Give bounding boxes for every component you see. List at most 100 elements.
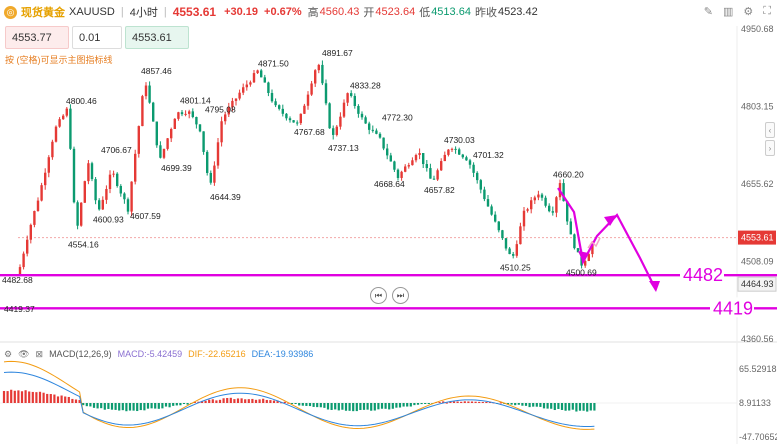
price-annotation: 4767.68 <box>294 127 325 137</box>
macd-bar <box>42 392 45 403</box>
candle-body <box>69 108 72 149</box>
macd-bar <box>35 392 38 403</box>
candle-body <box>353 95 356 106</box>
candle-body <box>184 113 187 115</box>
candle-body <box>468 160 472 165</box>
macd-bar <box>56 396 60 403</box>
candle-body <box>90 163 94 180</box>
price-tick-label: 4655.62 <box>741 179 774 189</box>
fullscreen-icon[interactable]: ⛶ <box>763 5 771 17</box>
expand-right-arrow-icon[interactable]: › <box>765 140 775 156</box>
forecast-arrowhead <box>604 215 617 226</box>
macd-bar <box>46 393 49 403</box>
settings-icon[interactable]: ⚙ <box>743 6 754 18</box>
candle-body <box>346 93 349 103</box>
macd-bar <box>420 403 423 405</box>
macd-tick-label: 65.52918 <box>739 364 777 374</box>
support-levels: 4482 4419 <box>0 264 777 318</box>
interval-selector[interactable]: 4小时 <box>129 7 158 19</box>
candle-body <box>364 117 367 124</box>
macd-bar <box>121 403 124 411</box>
candle-body <box>18 267 22 276</box>
macd-bar <box>380 403 384 409</box>
dif-line <box>3 360 595 430</box>
prev-close-value: 4523.42 <box>497 6 538 18</box>
candle-body <box>526 209 529 211</box>
candle-body <box>141 96 144 127</box>
scroll-forward-icon[interactable]: ⏭ <box>392 287 409 304</box>
candle-body <box>414 155 418 161</box>
macd-bar <box>89 403 92 407</box>
candle-body <box>368 123 371 130</box>
macd-bar <box>2 390 6 403</box>
candle-body <box>544 197 547 206</box>
candle-body <box>555 197 558 213</box>
forecast-hint <box>587 237 601 249</box>
macd-bar <box>283 401 286 403</box>
macd-bar <box>154 403 157 409</box>
macd-bar <box>280 402 283 404</box>
macd-bar <box>208 399 211 403</box>
collapse-left-arrow-icon[interactable]: ‹ <box>765 122 775 138</box>
macd-bar <box>175 403 178 406</box>
macd-bar <box>330 403 333 410</box>
macd-bar <box>326 403 330 410</box>
macd-bar <box>485 401 488 403</box>
macd-bar <box>100 403 103 409</box>
candle-body <box>152 102 155 122</box>
macd-bar <box>391 403 394 409</box>
macd-bar <box>539 403 542 407</box>
candlestick-series <box>18 60 594 276</box>
indicator-settings-icon[interactable]: ⚙ <box>4 348 13 359</box>
candle-body <box>130 181 133 212</box>
candle-body <box>159 145 162 158</box>
low-label: 低 <box>419 7 431 19</box>
macd-bar <box>496 403 499 404</box>
candle-body <box>238 92 241 99</box>
macd-legend: ⚙ 👁 ⊠ MACD(12,26,9) MACD:-5.42459 DIF:-2… <box>4 348 313 360</box>
candle-body <box>288 118 292 121</box>
candle-body <box>440 161 443 171</box>
scroll-back-icon[interactable]: ⏮ <box>370 287 387 304</box>
candle-body <box>537 194 540 198</box>
macd-bar <box>589 403 592 411</box>
indicator-visibility-icon[interactable]: 👁 <box>18 348 30 359</box>
candle-body <box>54 126 58 142</box>
macd-tick-label: -47.70652 <box>739 432 777 442</box>
macd-bar <box>215 400 218 403</box>
candle-body <box>512 254 515 256</box>
indicator-close-icon[interactable]: ⊠ <box>35 348 44 359</box>
macd-bar <box>240 398 243 403</box>
macd-bar <box>226 398 229 403</box>
macd-bar <box>348 403 351 411</box>
draw-tool-icon[interactable]: ✎ <box>703 6 714 18</box>
candle-body <box>216 142 220 166</box>
chart-type-icon[interactable]: ▥ <box>723 6 734 18</box>
quantity-input[interactable]: 0.01 <box>72 26 122 49</box>
candle-body <box>508 248 511 255</box>
candle-body <box>281 108 284 114</box>
macd-bar <box>528 403 531 408</box>
candle-body <box>256 70 259 74</box>
candle-body <box>580 252 583 266</box>
macd-bar <box>265 399 268 403</box>
macd-bar <box>146 403 150 409</box>
candle-body <box>321 64 324 84</box>
macd-bar <box>60 395 63 403</box>
macd-bar <box>298 403 301 406</box>
candle-body <box>551 211 554 213</box>
candle-body <box>22 253 25 268</box>
macd-bar <box>164 403 168 407</box>
price-annotation: 4554.16 <box>68 239 99 249</box>
sell-button[interactable]: 4553.77 <box>5 26 69 49</box>
quote-header: ◎ 现货黄金 XAUUSD | 4小时 | 4553.61 +30.19 +0.… <box>0 0 777 24</box>
cursor-price-label: 4464.93 <box>741 279 774 289</box>
symbol-selector[interactable]: ◎ 现货黄金 XAUUSD <box>4 4 115 20</box>
candle-body <box>213 165 216 183</box>
macd-bar <box>114 403 117 410</box>
macd-bar <box>262 398 265 403</box>
macd-bar <box>582 403 585 411</box>
macd-bar <box>67 396 70 403</box>
buy-button[interactable]: 4553.61 <box>125 26 189 49</box>
